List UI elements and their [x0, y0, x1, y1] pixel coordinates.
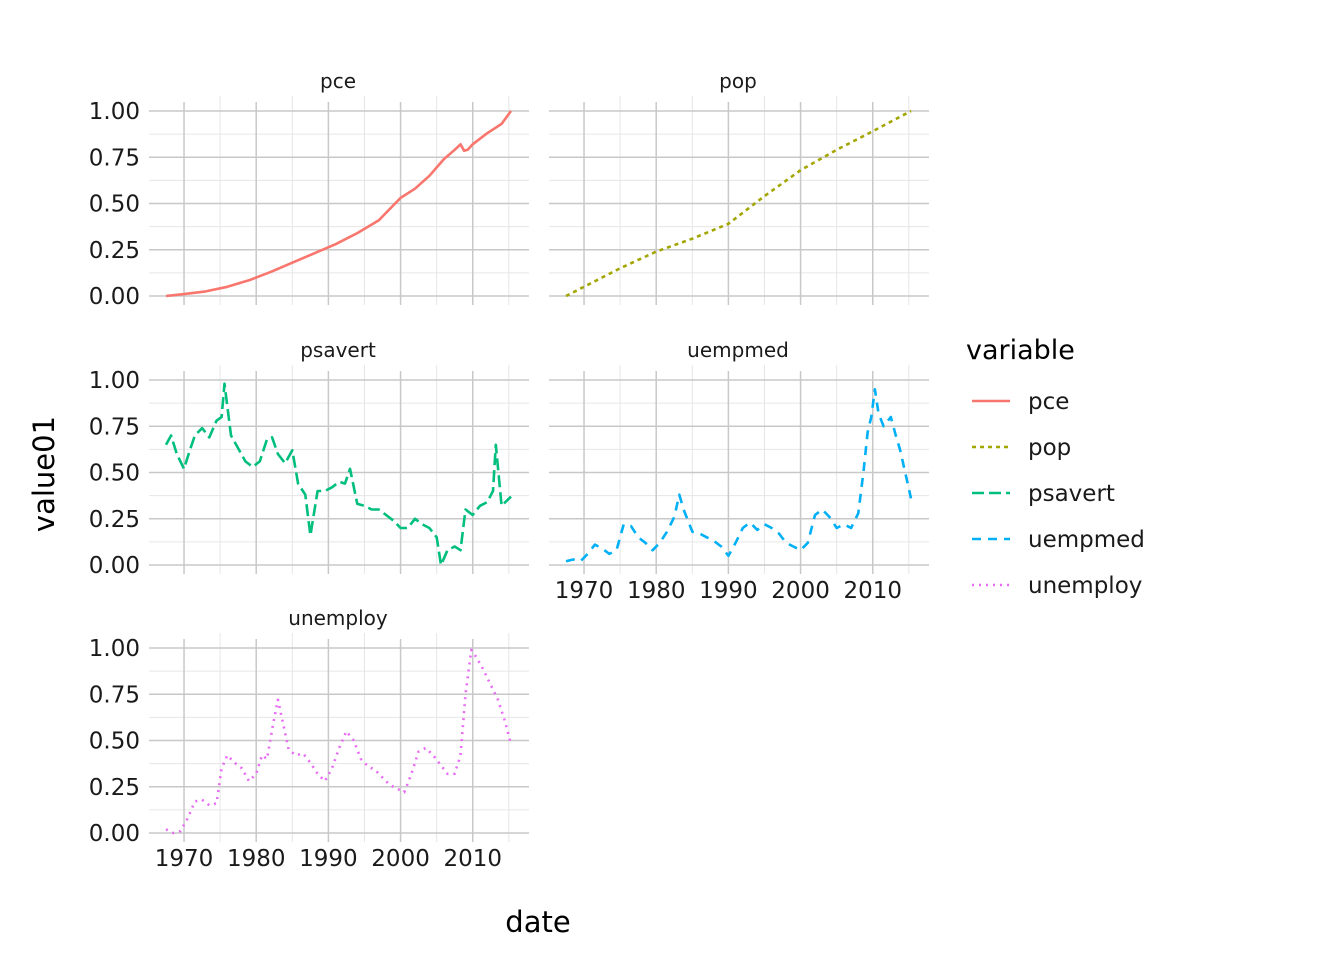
series-line-unemploy — [165, 648, 513, 835]
legend: variable pce pop psavert uempmed unemploy — [966, 335, 1145, 599]
x-tick-label: 1980 — [627, 578, 686, 604]
facet-panels: pce 0.00 0.25 0.50 0.75 1.00 pop psavert 0.00 0.2… — [89, 69, 929, 872]
strip-label-uempmed: uempmed — [687, 338, 789, 362]
legend-label-pop: pop — [1028, 435, 1071, 461]
legend-label-unemploy: unemploy — [1028, 573, 1142, 599]
y-tick-label: 0.75 — [89, 414, 140, 440]
legend-label-psavert: psavert — [1028, 481, 1115, 507]
y-tick-label: 0.25 — [89, 775, 140, 801]
legend-title: variable — [966, 335, 1075, 366]
y-tick-label: 0.75 — [89, 145, 140, 171]
y-tick-label: 1.00 — [89, 368, 140, 394]
x-tick-label: 2000 — [771, 578, 830, 604]
legend-label-pce: pce — [1028, 389, 1069, 415]
x-tick-label: 2000 — [371, 846, 430, 872]
y-tick-label: 0.50 — [89, 729, 140, 755]
y-tick-label: 0.50 — [89, 461, 140, 487]
y-tick-label: 1.00 — [89, 636, 140, 662]
y-tick-label: 0.75 — [89, 682, 140, 708]
series-line-uempmed — [565, 387, 913, 563]
legend-label-uempmed: uempmed — [1028, 527, 1145, 553]
x-tick-label: 1970 — [155, 846, 214, 872]
y-axis-title: value01 — [27, 416, 61, 532]
strip-label-psavert: psavert — [300, 338, 376, 362]
x-tick-label: 1990 — [699, 578, 758, 604]
series-line-psavert — [164, 382, 512, 567]
facet-panel-psavert: psavert 0.00 0.25 0.50 0.75 1.00 — [89, 338, 529, 579]
x-tick-label: 1980 — [227, 846, 286, 872]
series-line-pop — [565, 109, 912, 298]
facet-panel-pop: pop — [549, 69, 929, 305]
y-tick-label: 0.00 — [89, 284, 140, 310]
y-tick-label: 1.00 — [89, 99, 140, 125]
y-tick-label: 0.50 — [89, 192, 140, 218]
facet-panel-pce: pce 0.00 0.25 0.50 0.75 1.00 — [89, 69, 529, 310]
facet-panel-unemploy: unemploy 0.00 0.25 0.50 0.75 1.00 1970 1980 1990… — [89, 606, 529, 872]
x-tick-label: 2010 — [843, 578, 902, 604]
y-tick-label: 0.25 — [89, 238, 140, 264]
x-tick-label: 1970 — [555, 578, 614, 604]
y-tick-label: 0.00 — [89, 553, 140, 579]
strip-label-pce: pce — [320, 69, 356, 93]
strip-label-unemploy: unemploy — [288, 606, 388, 630]
series-line-pce — [165, 110, 513, 298]
y-tick-label: 0.25 — [89, 507, 140, 533]
x-tick-label: 1990 — [299, 846, 358, 872]
facet-panel-uempmed: uempmed 1970 1980 1990 2000 2010 — [549, 338, 929, 604]
x-axis-title: date — [505, 905, 570, 939]
x-tick-label: 2010 — [443, 846, 502, 872]
strip-label-pop: pop — [719, 69, 757, 93]
y-tick-label: 0.00 — [89, 821, 140, 847]
